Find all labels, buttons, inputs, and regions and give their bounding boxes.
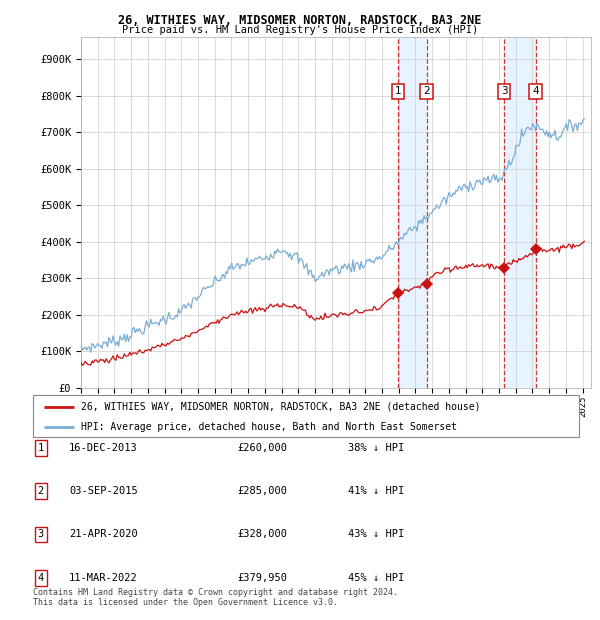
- FancyBboxPatch shape: [33, 395, 579, 437]
- Text: £260,000: £260,000: [237, 443, 287, 453]
- Text: 43% ↓ HPI: 43% ↓ HPI: [348, 529, 404, 539]
- Text: 16-DEC-2013: 16-DEC-2013: [69, 443, 138, 453]
- Bar: [504, 37, 536, 387]
- Text: 4: 4: [38, 573, 44, 583]
- Text: £328,000: £328,000: [237, 529, 287, 539]
- Text: 4: 4: [532, 87, 539, 97]
- Text: 26, WITHIES WAY, MIDSOMER NORTON, RADSTOCK, BA3 2NE: 26, WITHIES WAY, MIDSOMER NORTON, RADSTO…: [118, 14, 482, 27]
- Text: 3: 3: [501, 87, 508, 97]
- Text: 26, WITHIES WAY, MIDSOMER NORTON, RADSTOCK, BA3 2NE (detached house): 26, WITHIES WAY, MIDSOMER NORTON, RADSTO…: [81, 402, 481, 412]
- Text: 21-APR-2020: 21-APR-2020: [69, 529, 138, 539]
- Text: 41% ↓ HPI: 41% ↓ HPI: [348, 486, 404, 496]
- Text: 3: 3: [38, 529, 44, 539]
- Text: 2: 2: [38, 486, 44, 496]
- Text: 03-SEP-2015: 03-SEP-2015: [69, 486, 138, 496]
- Text: 38% ↓ HPI: 38% ↓ HPI: [348, 443, 404, 453]
- Text: £379,950: £379,950: [237, 573, 287, 583]
- Text: 1: 1: [395, 87, 401, 97]
- Text: HPI: Average price, detached house, Bath and North East Somerset: HPI: Average price, detached house, Bath…: [81, 422, 457, 432]
- Text: 1: 1: [38, 443, 44, 453]
- Text: 11-MAR-2022: 11-MAR-2022: [69, 573, 138, 583]
- Text: 45% ↓ HPI: 45% ↓ HPI: [348, 573, 404, 583]
- Text: Contains HM Land Registry data © Crown copyright and database right 2024.
This d: Contains HM Land Registry data © Crown c…: [33, 588, 398, 607]
- Text: £285,000: £285,000: [237, 486, 287, 496]
- Text: 2: 2: [424, 87, 430, 97]
- Bar: [398, 37, 427, 387]
- Text: Price paid vs. HM Land Registry's House Price Index (HPI): Price paid vs. HM Land Registry's House …: [122, 25, 478, 35]
